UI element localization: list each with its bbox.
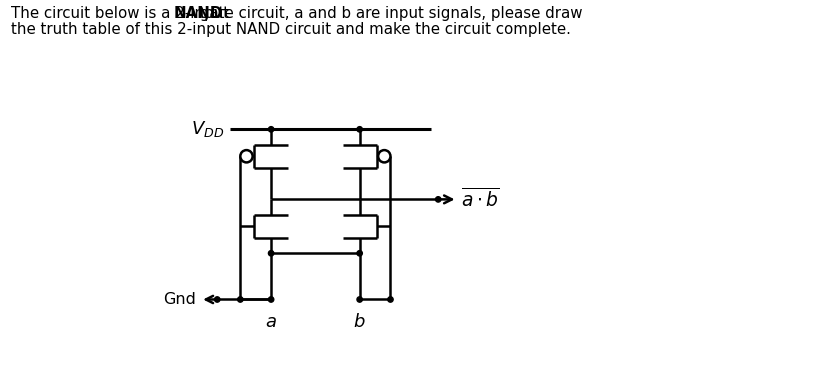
Text: $\overline{a \cdot b}$: $\overline{a \cdot b}$ [461, 188, 500, 211]
Circle shape [378, 150, 391, 162]
Text: $b$: $b$ [354, 312, 366, 330]
Circle shape [388, 297, 393, 302]
Circle shape [357, 127, 362, 132]
Text: Gnd: Gnd [164, 292, 197, 307]
Text: NAND: NAND [174, 6, 223, 21]
Text: The circuit below is a 2-input: The circuit below is a 2-input [11, 6, 234, 21]
Text: gate circuit, a and b are input signals, please draw: gate circuit, a and b are input signals,… [195, 6, 582, 21]
Circle shape [269, 251, 274, 256]
Circle shape [269, 297, 274, 302]
Text: the truth table of this 2-input NAND circuit and make the circuit complete.: the truth table of this 2-input NAND cir… [11, 22, 571, 36]
Circle shape [238, 297, 243, 302]
Circle shape [357, 297, 362, 302]
Circle shape [214, 297, 220, 302]
Circle shape [269, 127, 274, 132]
Circle shape [435, 197, 441, 202]
Text: $a$: $a$ [265, 312, 277, 330]
Circle shape [357, 251, 362, 256]
Circle shape [240, 150, 253, 162]
Text: $V_{DD}$: $V_{DD}$ [191, 119, 224, 139]
